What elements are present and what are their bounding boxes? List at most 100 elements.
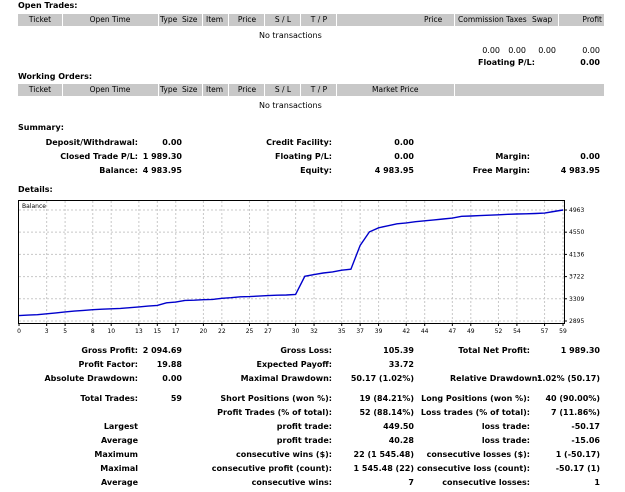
max-cons-wins-value: 22 (1 545.48) (353, 450, 414, 459)
wo-col-market-price: Market Price (372, 85, 419, 94)
x-tick-label: 54 (513, 328, 521, 335)
average-loss-label: loss trade: (481, 436, 530, 445)
rel-drawdown-value: 1.02% (50.17) (536, 374, 600, 383)
chart-grid (19, 201, 564, 323)
x-tick-label: 5 (63, 328, 67, 335)
profit-factor-label: Profit Factor: (78, 360, 138, 369)
gross-loss-value: 105.39 (383, 346, 414, 355)
max-cons-wins-label: consecutive wins ($): (235, 450, 332, 459)
net-profit-value: 1 989.30 (560, 346, 600, 355)
largest-profit-label: profit trade: (276, 422, 332, 431)
x-tick-label: 17 (172, 328, 180, 335)
working-orders-header: Ticket Open Time Type Size Item Price S … (18, 84, 604, 96)
max-cons-losses-label: consecutive losses ($): (426, 450, 530, 459)
wo-col-tp: T / P (310, 85, 328, 94)
working-orders-title: Working Orders: (18, 72, 93, 81)
y-tick-label: 4136 (569, 251, 584, 258)
avg-cons-losses-label: consecutive losses: (442, 478, 530, 487)
col-size: Size (182, 15, 198, 24)
open-floating-label: Floating P/L: (478, 58, 535, 67)
total-commission: 0.00 (482, 46, 500, 55)
col-price: Price (237, 15, 257, 24)
largest-profit-value: 449.50 (383, 422, 414, 431)
free-margin-value: 4 983.95 (560, 166, 600, 175)
credit-label: Credit Facility: (266, 138, 332, 147)
summary-floating-value: 0.00 (394, 152, 414, 161)
long-positions-value: 40 (90.00%) (545, 394, 600, 403)
equity-value: 4 983.95 (374, 166, 414, 175)
profit-trades-value: 52 (88.14%) (359, 408, 414, 417)
open-trades-header: Ticket Open Time Type Size Item Price S … (18, 14, 604, 26)
average-profit-value: 40.28 (388, 436, 414, 445)
col-price-2: Price (424, 15, 443, 24)
abs-drawdown-label: Absolute Drawdown: (44, 374, 138, 383)
total-swap: 0.00 (538, 46, 556, 55)
x-tick-label: 20 (200, 328, 208, 335)
free-margin-label: Free Margin: (472, 166, 530, 175)
max-drawdown-label: Maximal Drawdown: (240, 374, 332, 383)
summary-title: Summary: (18, 123, 64, 132)
gross-profit-label: Gross Profit: (81, 346, 138, 355)
total-taxes: 0.00 (508, 46, 526, 55)
x-tick-label: 35 (338, 328, 346, 335)
profit-trades-label: Profit Trades (% of total): (217, 408, 332, 417)
expected-payoff-label: Expected Payoff: (256, 360, 332, 369)
average-2-label: Average (100, 478, 138, 487)
total-trades-value: 59 (170, 394, 182, 403)
equity-label: Equity: (300, 166, 332, 175)
balance-label: Balance: (99, 166, 138, 175)
abs-drawdown-value: 0.00 (162, 374, 182, 383)
credit-value: 0.00 (394, 138, 414, 147)
largest-label: Largest (103, 422, 138, 431)
largest-loss-value: -50.17 (571, 422, 600, 431)
loss-trades-value: 7 (11.86%) (551, 408, 600, 417)
col-ticket: Ticket (28, 15, 52, 24)
x-tick-label: 42 (402, 328, 410, 335)
deposit-label: Deposit/Withdrawal: (45, 138, 138, 147)
avg-cons-wins-label: consecutive wins: (251, 478, 332, 487)
col-sl: S / L (274, 15, 292, 24)
y-tick-label: 4550 (569, 229, 584, 236)
col-type: Type (160, 15, 178, 24)
x-tick-label: 15 (153, 328, 161, 335)
x-axis: 0 3 5 8 10 13 15 17 20 22 25 27 30 32 35 37 39 42 44 47 49 52… (17, 323, 567, 335)
maximal-cons-profit-label: consecutive profit (count): (211, 464, 332, 473)
gross-profit-value: 2 094.69 (142, 346, 182, 355)
x-tick-label: 44 (421, 328, 429, 335)
chart-legend: Balance (22, 203, 46, 210)
summary-floating-label: Floating P/L: (275, 152, 332, 161)
wo-col-sl: S / L (274, 85, 292, 94)
x-tick-label: 32 (310, 328, 318, 335)
expected-payoff-value: 33.72 (388, 360, 414, 369)
x-tick-label: 47 (449, 328, 457, 335)
y-tick-label: 3309 (569, 296, 584, 303)
y-tick-label: 2895 (569, 318, 584, 325)
short-positions-value: 19 (84.21%) (359, 394, 414, 403)
wo-col-price: Price (237, 85, 257, 94)
x-tick-label: 10 (107, 328, 115, 335)
chart-frame (18, 200, 565, 324)
margin-value: 0.00 (580, 152, 600, 161)
max-cons-losses-value: 1 (-50.17) (555, 450, 600, 459)
avg-cons-wins-value: 7 (408, 478, 414, 487)
x-tick-label: 8 (91, 328, 95, 335)
closed-pl-value: 1 989.30 (142, 152, 182, 161)
x-tick-label: 22 (218, 328, 226, 335)
col-commission: Commission (458, 15, 504, 24)
details-title: Details: (18, 185, 53, 194)
col-tp: T / P (310, 15, 328, 24)
margin-label: Margin: (495, 152, 530, 161)
x-tick-label: 3 (45, 328, 49, 335)
x-tick-label: 52 (495, 328, 503, 335)
maximal-cons-loss-label: consecutive loss (count): (416, 464, 530, 473)
y-axis: 4963 4550 4136 3722 3309 2895 (564, 207, 584, 325)
closed-pl-label: Closed Trade P/L: (60, 152, 138, 161)
x-tick-label: 25 (246, 328, 254, 335)
average-loss-value: -15.06 (571, 436, 600, 445)
col-taxes: Taxes (506, 15, 527, 24)
largest-loss-label: loss trade: (481, 422, 530, 431)
maximum-label: Maximum (94, 450, 138, 459)
long-positions-label: Long Positions (won %): (421, 394, 530, 403)
profit-factor-value: 19.88 (156, 360, 182, 369)
